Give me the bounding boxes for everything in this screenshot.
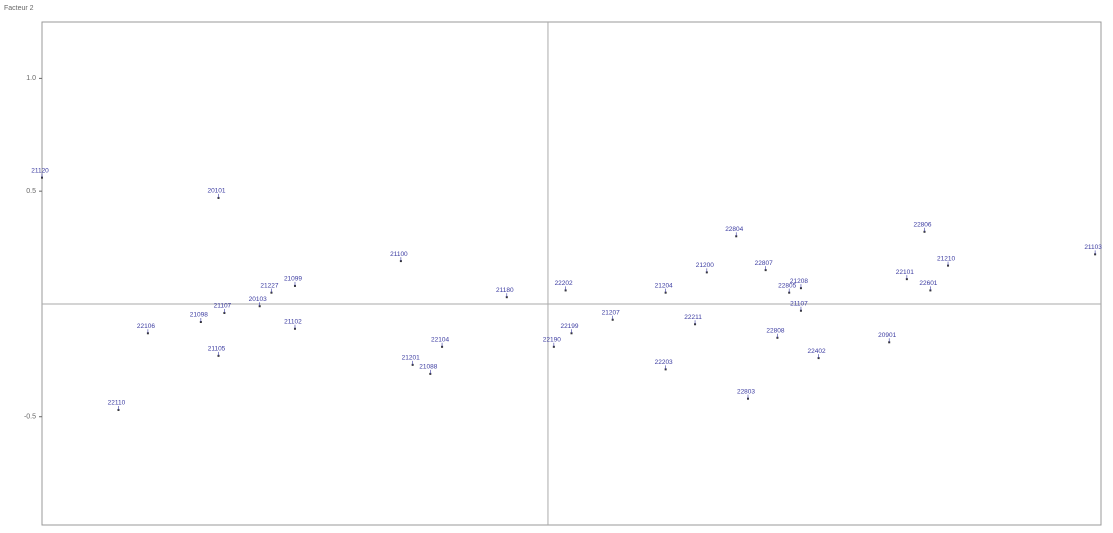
point-label: 22101: [896, 269, 914, 276]
y-tick-label: 1.0: [26, 75, 36, 82]
point-label: 21180: [496, 287, 514, 294]
point-label: 20101: [207, 188, 225, 195]
point-label: 22106: [137, 323, 155, 330]
point-label: 21208: [790, 278, 808, 285]
point-label: 21105: [208, 346, 226, 353]
plot-frame: [41, 21, 1102, 526]
y-tick-label: -0.5: [24, 414, 36, 421]
point-label: 21200: [696, 262, 714, 269]
point-label: 22202: [555, 280, 573, 287]
point-label: 21207: [602, 309, 620, 316]
point-label: 20901: [878, 332, 896, 339]
point-label: 21099: [284, 276, 302, 283]
point-label: 22199: [560, 323, 578, 330]
point-label: 22402: [808, 348, 826, 355]
point-label: 21204: [655, 282, 673, 289]
point-label: 22806: [913, 221, 931, 228]
point-label: 22808: [766, 328, 784, 335]
point-label: 22804: [725, 226, 743, 233]
point-label: 22807: [755, 260, 773, 267]
y-axis-label: Facteur 2: [4, 5, 34, 12]
y-tick-label: 0.5: [26, 188, 36, 195]
point-label: 21102: [284, 318, 302, 325]
point-label: 21107: [790, 300, 808, 307]
point-label: 22203: [655, 359, 673, 366]
point-label: 22805: [778, 282, 796, 289]
point-label: 21201: [402, 355, 420, 362]
point-label: 21120: [31, 167, 49, 174]
point-label: 22104: [431, 337, 449, 344]
point-label: 21100: [390, 251, 408, 258]
point-label: 22190: [543, 337, 561, 344]
point-label: 21107: [214, 303, 232, 310]
point-label: 22110: [108, 400, 126, 407]
point-label: 21210: [937, 255, 955, 262]
point-label: 21098: [190, 312, 208, 319]
point-label: 20103: [249, 296, 267, 303]
point-label: 22211: [684, 314, 702, 321]
point-label: 22601: [919, 280, 937, 287]
point-label: 21227: [260, 282, 278, 289]
point-label: 21088: [419, 364, 437, 371]
point-label: 22803: [737, 388, 755, 395]
point-label: 21103: [1084, 244, 1102, 251]
